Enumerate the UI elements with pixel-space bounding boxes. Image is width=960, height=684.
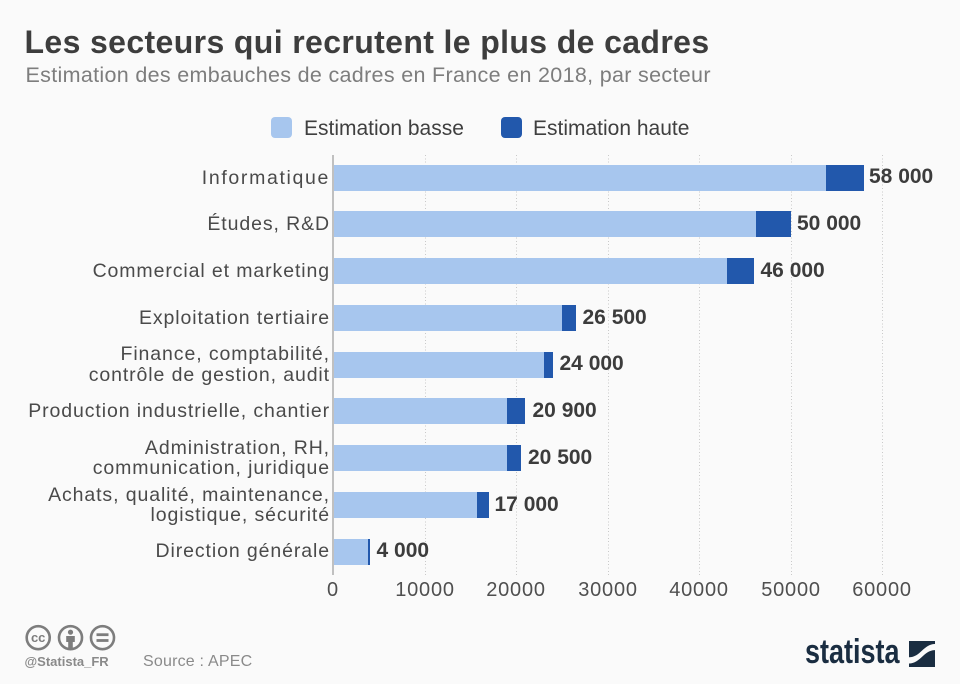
svg-text:cc: cc — [31, 630, 45, 645]
